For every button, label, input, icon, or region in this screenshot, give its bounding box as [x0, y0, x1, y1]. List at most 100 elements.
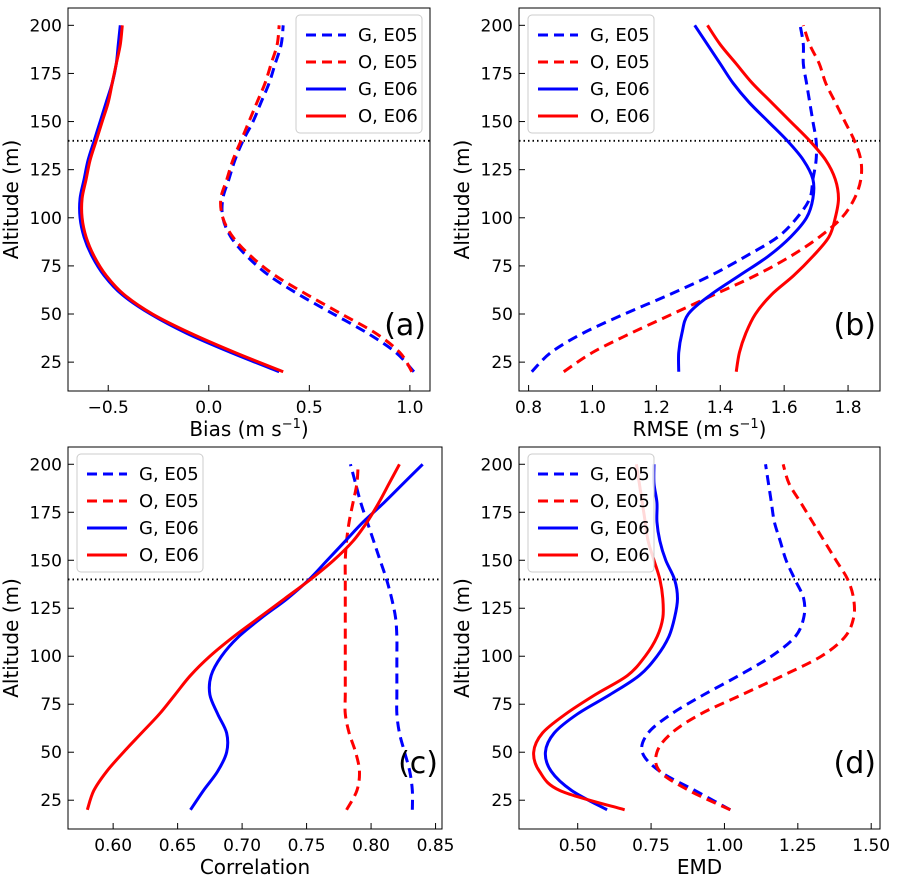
x-axis-label-main: Bias (m s [189, 417, 281, 441]
y-tick-label: 175 [30, 503, 62, 523]
y-axis-label: Altitude (m) [450, 578, 474, 698]
y-axis-label: Altitude (m) [0, 140, 23, 260]
y-tick-label: 175 [30, 64, 62, 84]
legend: G, E05 O, E05 G, E06 O, E06 [527, 453, 655, 573]
series-line-o-e06 [706, 24, 840, 372]
legend-entry: G, E05 [139, 464, 199, 485]
legend-entry: G, E06 [590, 518, 650, 539]
series-line-g-e06 [676, 24, 816, 372]
x-tick-label: 1.00 [706, 836, 744, 856]
plot-frame [518, 446, 881, 830]
y-tick-label: 150 [481, 113, 513, 133]
plot-frame [67, 446, 443, 830]
series-line-o-e05 [343, 464, 362, 811]
y-tick-label: 50 [491, 743, 513, 763]
y-tick-label: 25 [491, 791, 513, 811]
y-axis-label: Altitude (m) [450, 140, 474, 260]
y-tick-label: 125 [481, 599, 513, 619]
legend: G, E05 O, E05 G, E06 O, E06 [295, 14, 423, 134]
legend: G, E05 O, E05 G, E06 O, E06 [527, 14, 655, 134]
series-line-g-e06 [189, 463, 424, 811]
legend-entry: O, E06 [139, 545, 199, 566]
series-line-o-e05 [219, 25, 414, 373]
series-line-g-e06 [543, 464, 679, 812]
y-tick-label: 50 [40, 305, 62, 325]
plot-frame [67, 7, 431, 392]
plot-frame [518, 7, 881, 392]
y-tick-label: 100 [481, 647, 513, 667]
chart-panel-a: −0.5 0.0 0.5 1.0 25 50 75 100 125 150 175 200 Bias (… [0, 7, 431, 441]
x-tick-label: 0.8 [515, 398, 542, 418]
x-tick-label: 1.0 [396, 398, 423, 418]
panel-tag: (a) [384, 308, 426, 343]
y-axis-label: Altitude (m) [0, 578, 23, 698]
x-tick-label: 1.25 [779, 836, 817, 856]
y-tick-label: 100 [30, 647, 62, 667]
x-tick-label: 0.5 [296, 398, 323, 418]
legend-entry: G, E06 [358, 79, 418, 100]
y-tick-label: 200 [30, 455, 62, 475]
chart-panel-c: 0.60 0.65 0.70 0.75 0.80 0.85 25 50 75 100 125 150 1… [0, 446, 455, 879]
legend: G, E05 O, E05 G, E06 O, E06 [76, 453, 204, 573]
x-axis-label-main: EMD [677, 855, 722, 877]
y-tick-label: 125 [30, 599, 62, 619]
x-axis-label-tail: ) [759, 417, 767, 441]
x-tick-label: 1.50 [852, 836, 890, 856]
x-axis-label: Correlation [200, 855, 310, 877]
legend-entry: O, E05 [358, 52, 418, 73]
panel-tag: (c) [398, 746, 438, 781]
legend-box [76, 453, 204, 573]
y-tick-label: 25 [491, 353, 513, 373]
x-tick-label: 0.60 [94, 836, 132, 856]
series-line-o-e05 [562, 24, 864, 373]
legend-entry: O, E06 [590, 106, 650, 127]
panel-tag: (d) [834, 746, 876, 781]
legend-entry: G, E06 [590, 79, 650, 100]
x-tick-label: 1.4 [707, 398, 734, 418]
x-axis-label-superscript: −1 [282, 417, 301, 432]
x-tick-label: 0.75 [288, 836, 326, 856]
y-tick-label: 100 [481, 209, 513, 229]
panels: −0.5 0.0 0.5 1.0 25 50 75 100 125 150 175 200 Bias (… [0, 7, 890, 879]
x-axis-label: EMD [677, 855, 722, 877]
y-tick-label: 150 [481, 551, 513, 571]
series-line-g-e05 [530, 25, 819, 373]
x-tick-label: 1.6 [771, 398, 798, 418]
y-tick-label: 200 [481, 16, 513, 36]
legend-entry: O, E06 [358, 106, 418, 127]
x-tick-label: 0.50 [559, 836, 597, 856]
y-tick-label: 75 [491, 695, 513, 715]
y-tick-label: 75 [491, 257, 513, 277]
x-tick-label: 0.85 [417, 836, 455, 856]
legend-box [527, 453, 655, 573]
legend-entry: G, E06 [139, 518, 199, 539]
legend-box [527, 14, 655, 134]
y-tick-label: 150 [30, 551, 62, 571]
legend-entry: O, E05 [590, 52, 650, 73]
y-tick-label: 25 [40, 353, 62, 373]
x-axis-label-tail: ) [301, 417, 309, 441]
legend-entry: O, E06 [590, 545, 650, 566]
x-axis-label: RMSE (m s−1) [633, 417, 767, 441]
x-tick-label: 1.8 [835, 398, 862, 418]
y-tick-label: 175 [481, 64, 513, 84]
legend-entry: O, E05 [139, 491, 199, 512]
x-axis-label-superscript: −1 [739, 417, 758, 432]
series-line-o-e05 [654, 463, 857, 812]
y-tick-label: 200 [481, 455, 513, 475]
y-tick-label: 100 [30, 209, 62, 229]
legend-entry: O, E05 [590, 491, 650, 512]
y-tick-label: 75 [40, 257, 62, 277]
y-tick-label: 200 [30, 16, 62, 36]
legend-box [295, 14, 423, 134]
series-line-g-e05 [220, 25, 416, 373]
y-tick-label: 50 [40, 743, 62, 763]
chart-panel-b: 0.8 1.0 1.2 1.4 1.6 1.8 25 50 75 100 125 150 175 200 R… [450, 7, 881, 441]
legend-entry: G, E05 [590, 464, 650, 485]
x-tick-label: 0.70 [223, 836, 261, 856]
x-tick-label: 0.65 [159, 836, 197, 856]
x-tick-label: 0.0 [195, 398, 222, 418]
series-line-o-e06 [85, 463, 401, 811]
x-axis-label: Bias (m s−1) [189, 417, 308, 441]
